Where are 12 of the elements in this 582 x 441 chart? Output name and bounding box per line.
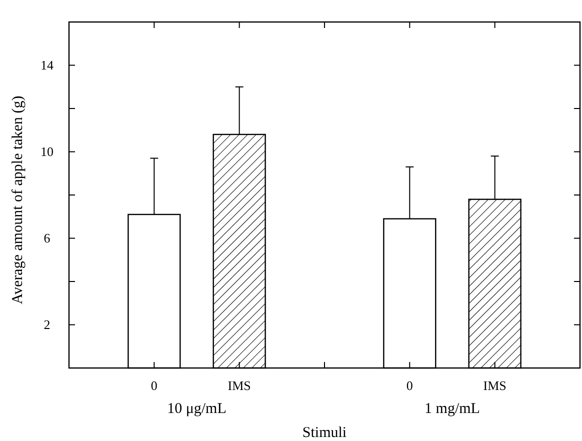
text: 10 μg/mL (167, 401, 226, 417)
y-tick-label: 10 (40, 144, 54, 159)
x-tick-label: 0 (150, 378, 158, 393)
x-tick-label: IMS (483, 378, 506, 393)
x-tick-label: 0 (406, 378, 413, 393)
x-tick-label: IMS (228, 378, 251, 393)
y-tick-label: 14 (40, 57, 54, 72)
y-tick-label: 6 (44, 230, 51, 246)
text: 1 mg/mL (424, 401, 480, 417)
x-axis-title: Stimuli (302, 425, 347, 441)
y-axis-title: Average amount of apple taken (g) (10, 96, 26, 304)
y-tick-label: 2 (44, 316, 50, 332)
